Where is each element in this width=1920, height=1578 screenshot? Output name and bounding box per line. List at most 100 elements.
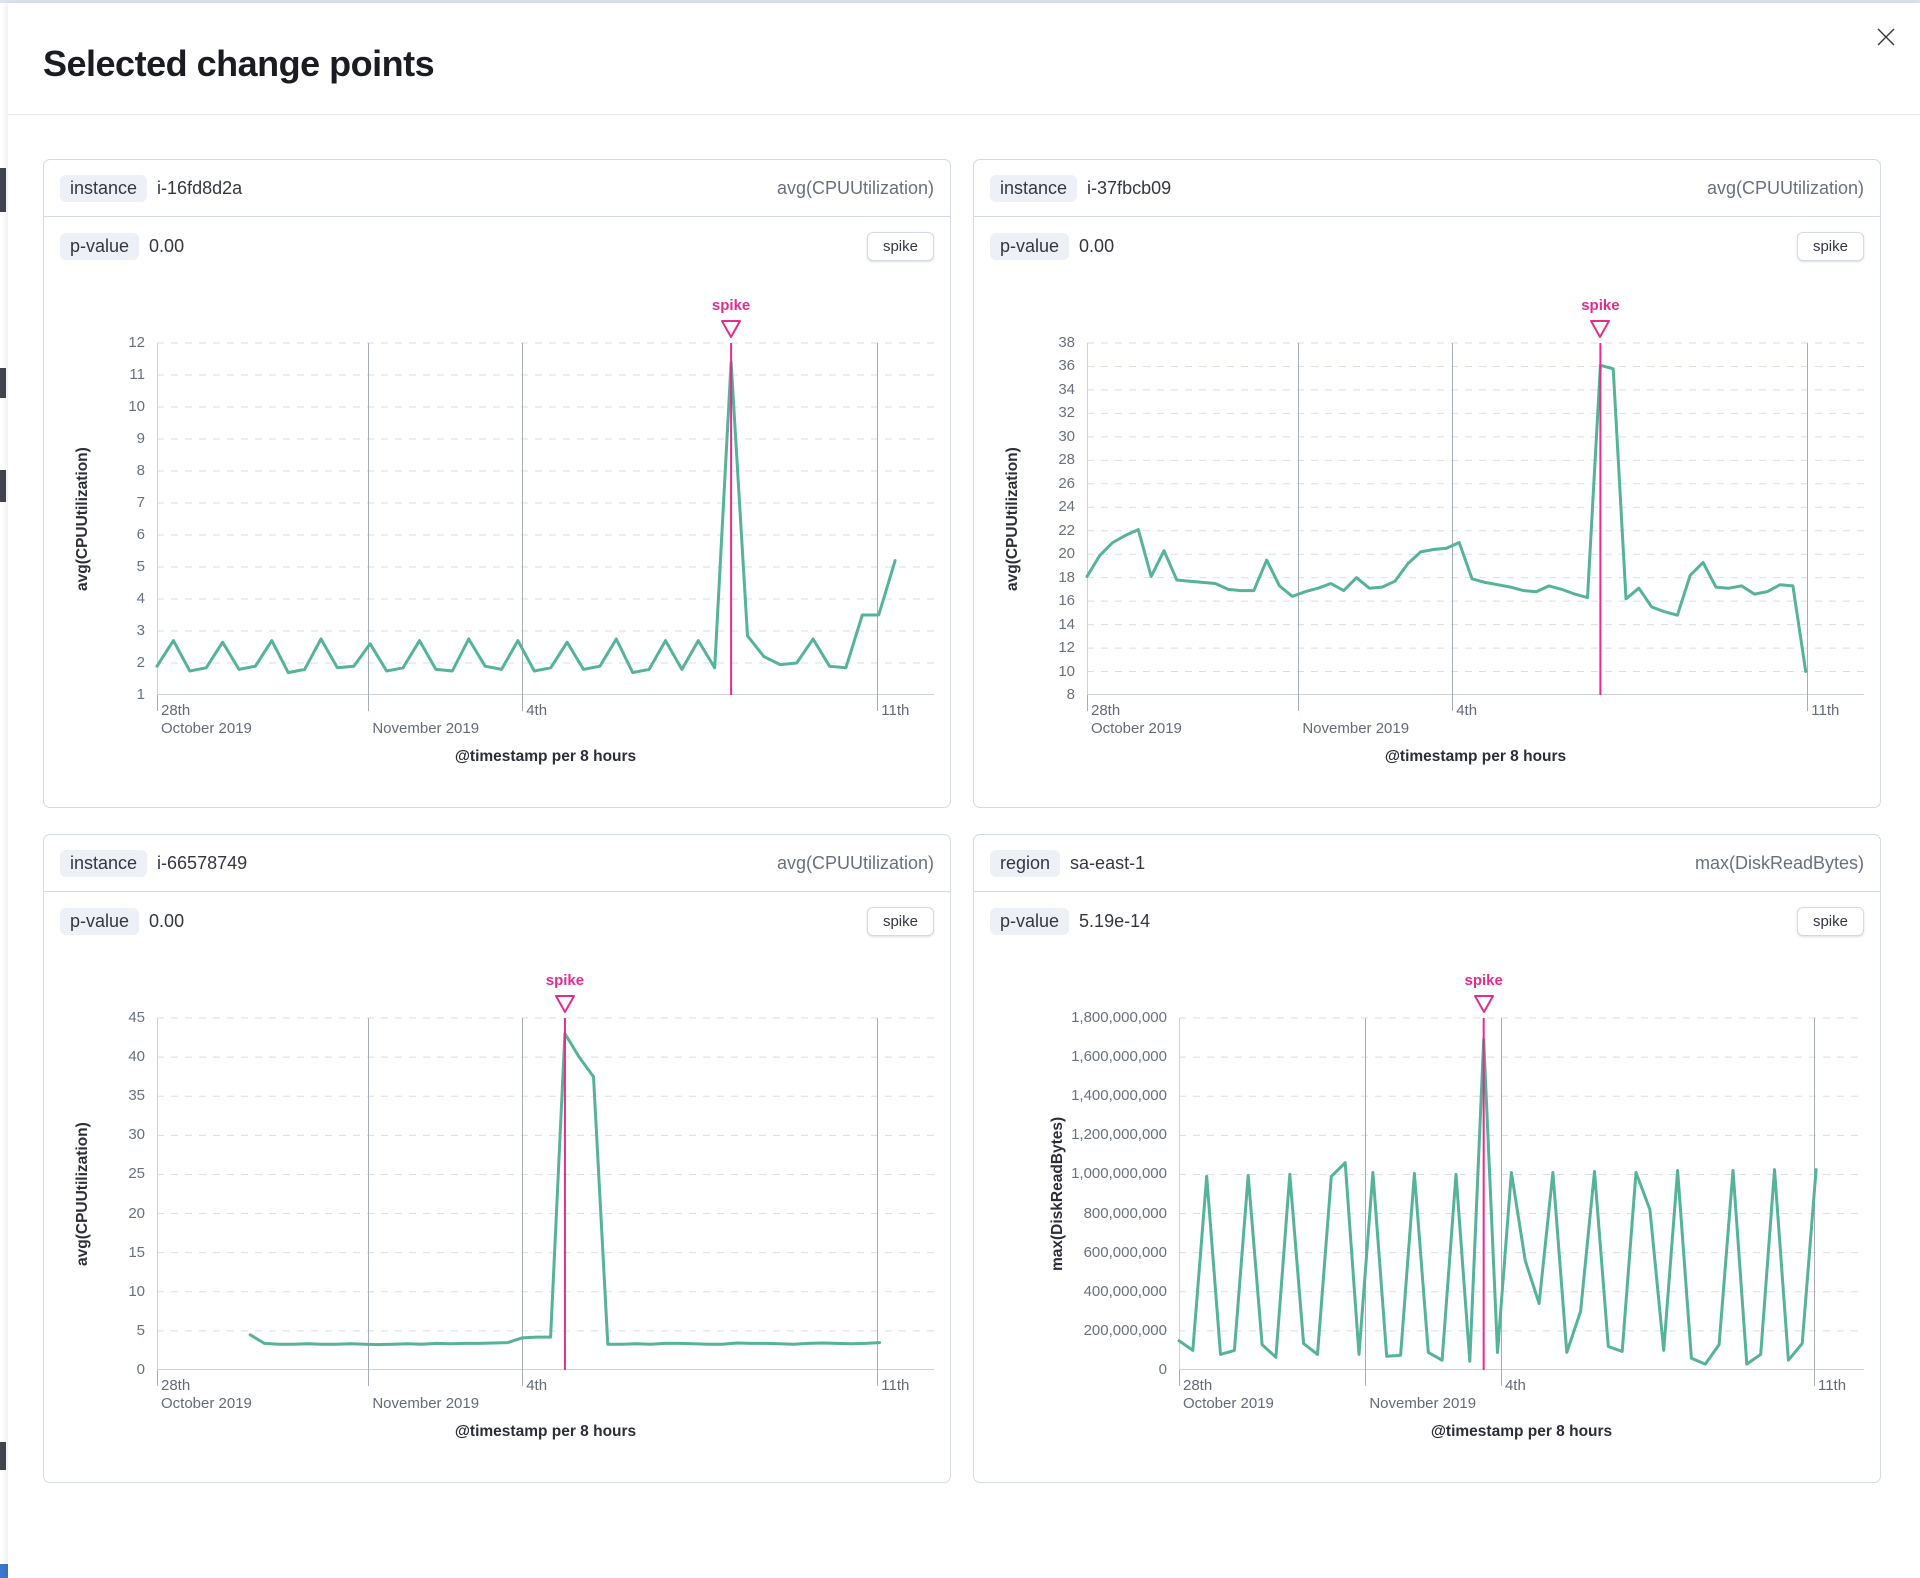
card-header: region sa-east-1 max(DiskReadBytes) [974,835,1880,892]
plot-area [1085,342,1864,711]
plot-area [157,1017,934,1386]
x-tick-label: 11th [1811,702,1840,719]
x-tick-label: October 2019 [1091,720,1182,737]
y-tick-label: 18 [1058,568,1075,586]
y-tick-label: 35 [128,1087,145,1105]
x-tick-label: 4th [1504,1377,1526,1394]
y-tick-label: 2 [136,654,145,671]
background-artifact [0,1442,6,1470]
x-axis-title: @timestamp per 8 hours [1384,748,1567,765]
p-value: 5.19e-14 [1079,910,1151,931]
page-title: Selected change points [43,42,435,84]
background-artifact [0,368,6,398]
card-subheader: p-value 5.19e-14 spike [990,894,1864,948]
change-type-button[interactable]: spike [866,906,934,936]
change-point-card: instance i-66578749 avg(CPUUtilization) … [43,834,951,1483]
x-tick-label: 28th [1183,1377,1213,1394]
y-axis-title: max(DiskReadBytes) [1049,1116,1066,1272]
x-tick-label: 11th [881,702,910,719]
x-tick-label: November 2019 [372,720,480,737]
y-tick-label: 14 [1058,615,1075,633]
y-tick-label: 1,600,000,000 [1071,1048,1167,1066]
y-tick-label: 8 [136,462,145,479]
card-subheader: p-value 0.00 spike [60,894,934,948]
x-tick-label: 11th [881,1377,910,1394]
y-tick-label: 40 [128,1048,145,1066]
y-tick-label: 25 [128,1165,145,1183]
card-subheader: p-value 0.00 spike [60,219,934,273]
annotation-label: spike [545,972,585,989]
p-value-badge: p-value [60,232,140,260]
y-tick-label: 1,200,000,000 [1071,1126,1167,1144]
change-type-button[interactable]: spike [1796,231,1864,261]
change-points-modal: Selected change points instance i-16fd8d… [8,3,1920,1578]
split-field-badge: instance [60,849,148,877]
x-tick-label: November 2019 [372,1395,480,1412]
x-tick-label: November 2019 [1302,720,1410,737]
x-tick-label: 11th [1817,1377,1847,1394]
annotation-label: spike [1464,972,1503,989]
y-tick-label: 20 [1058,545,1075,563]
y-tick-label: 28 [1058,451,1075,469]
y-tick-label: 0 [1158,1361,1167,1378]
change-point-card: region sa-east-1 max(DiskReadBytes) p-va… [973,834,1881,1483]
x-tick-label: November 2019 [1369,1395,1477,1412]
y-tick-label: 400,000,000 [1083,1282,1167,1300]
y-tick-label: 12 [1058,639,1075,657]
y-tick-label: 11 [129,366,145,383]
y-tick-label: 4 [136,590,145,607]
change-point-chart: max(DiskReadBytes) 1,800,000,000 1,600,000… [990,952,1864,1452]
y-tick-label: 26 [1058,474,1075,492]
annotation-marker-icon [1590,320,1611,338]
y-tick-label: 1,000,000,000 [1071,1165,1167,1183]
y-tick-label: 1 [136,686,145,703]
metric-function-label: max(DiskReadBytes) [1694,852,1864,873]
y-axis-title: avg(CPUUtilization) [74,447,91,591]
change-point-chart: avg(CPUUtilization) 38 36 34 32 30 28 26 24 22 20 1… [990,277,1864,777]
change-point-card: instance i-16fd8d2a avg(CPUUtilization) … [43,159,951,808]
y-tick-label: 3 [136,622,145,639]
card-header: instance i-66578749 avg(CPUUtilization) [44,835,950,892]
x-tick-label: 28th [161,702,191,719]
y-tick-label: 5 [136,1321,145,1339]
y-tick-label: 1,800,000,000 [1071,1009,1167,1026]
plot-area [155,342,934,711]
y-tick-label: 10 [128,1282,145,1300]
x-tick-label: 28th [161,1377,191,1394]
p-value-badge: p-value [60,907,140,935]
split-field-value: i-66578749 [157,852,248,873]
p-value: 0.00 [149,910,185,931]
metric-function-label: avg(CPUUtilization) [776,177,934,198]
y-tick-label: 30 [1058,427,1075,445]
annotation-marker-icon [554,995,575,1013]
split-field-value: sa-east-1 [1070,852,1146,873]
p-value-badge: p-value [990,907,1070,935]
close-icon[interactable] [1872,23,1900,51]
y-tick-label: 8 [1066,686,1075,703]
y-tick-label: 800,000,000 [1083,1204,1167,1222]
series-line [155,360,897,675]
x-axis-title: @timestamp per 8 hours [454,1423,637,1440]
x-tick-label: 4th [1456,702,1478,719]
y-tick-label: 32 [1058,404,1075,422]
change-point-card: instance i-37fbcb09 avg(CPUUtilization) … [973,159,1881,808]
split-field-value: i-16fd8d2a [157,177,243,198]
card-subheader: p-value 0.00 spike [990,219,1864,273]
change-point-chart: avg(CPUUtilization) 12 11 10 9 8 7 6 5 4 3 2 1 28th Oc… [60,277,934,777]
y-tick-label: 45 [128,1009,145,1026]
x-axis-title: @timestamp per 8 hours [1430,1423,1613,1440]
y-tick-label: 1,400,000,000 [1071,1087,1167,1105]
split-field-badge: region [990,849,1061,877]
split-field-badge: instance [60,174,148,202]
y-tick-label: 10 [128,398,145,415]
change-type-button[interactable]: spike [866,231,934,261]
card-header: instance i-16fd8d2a avg(CPUUtilization) [44,160,950,217]
y-tick-label: 6 [136,526,145,543]
annotation-marker-icon [721,320,742,338]
x-axis-title: @timestamp per 8 hours [454,748,637,765]
series-line [1177,1038,1818,1366]
y-axis-title: avg(CPUUtilization) [74,1122,91,1266]
y-tick-label: 30 [128,1126,145,1144]
x-tick-label: October 2019 [1183,1395,1274,1412]
change-type-button[interactable]: spike [1796,906,1864,936]
